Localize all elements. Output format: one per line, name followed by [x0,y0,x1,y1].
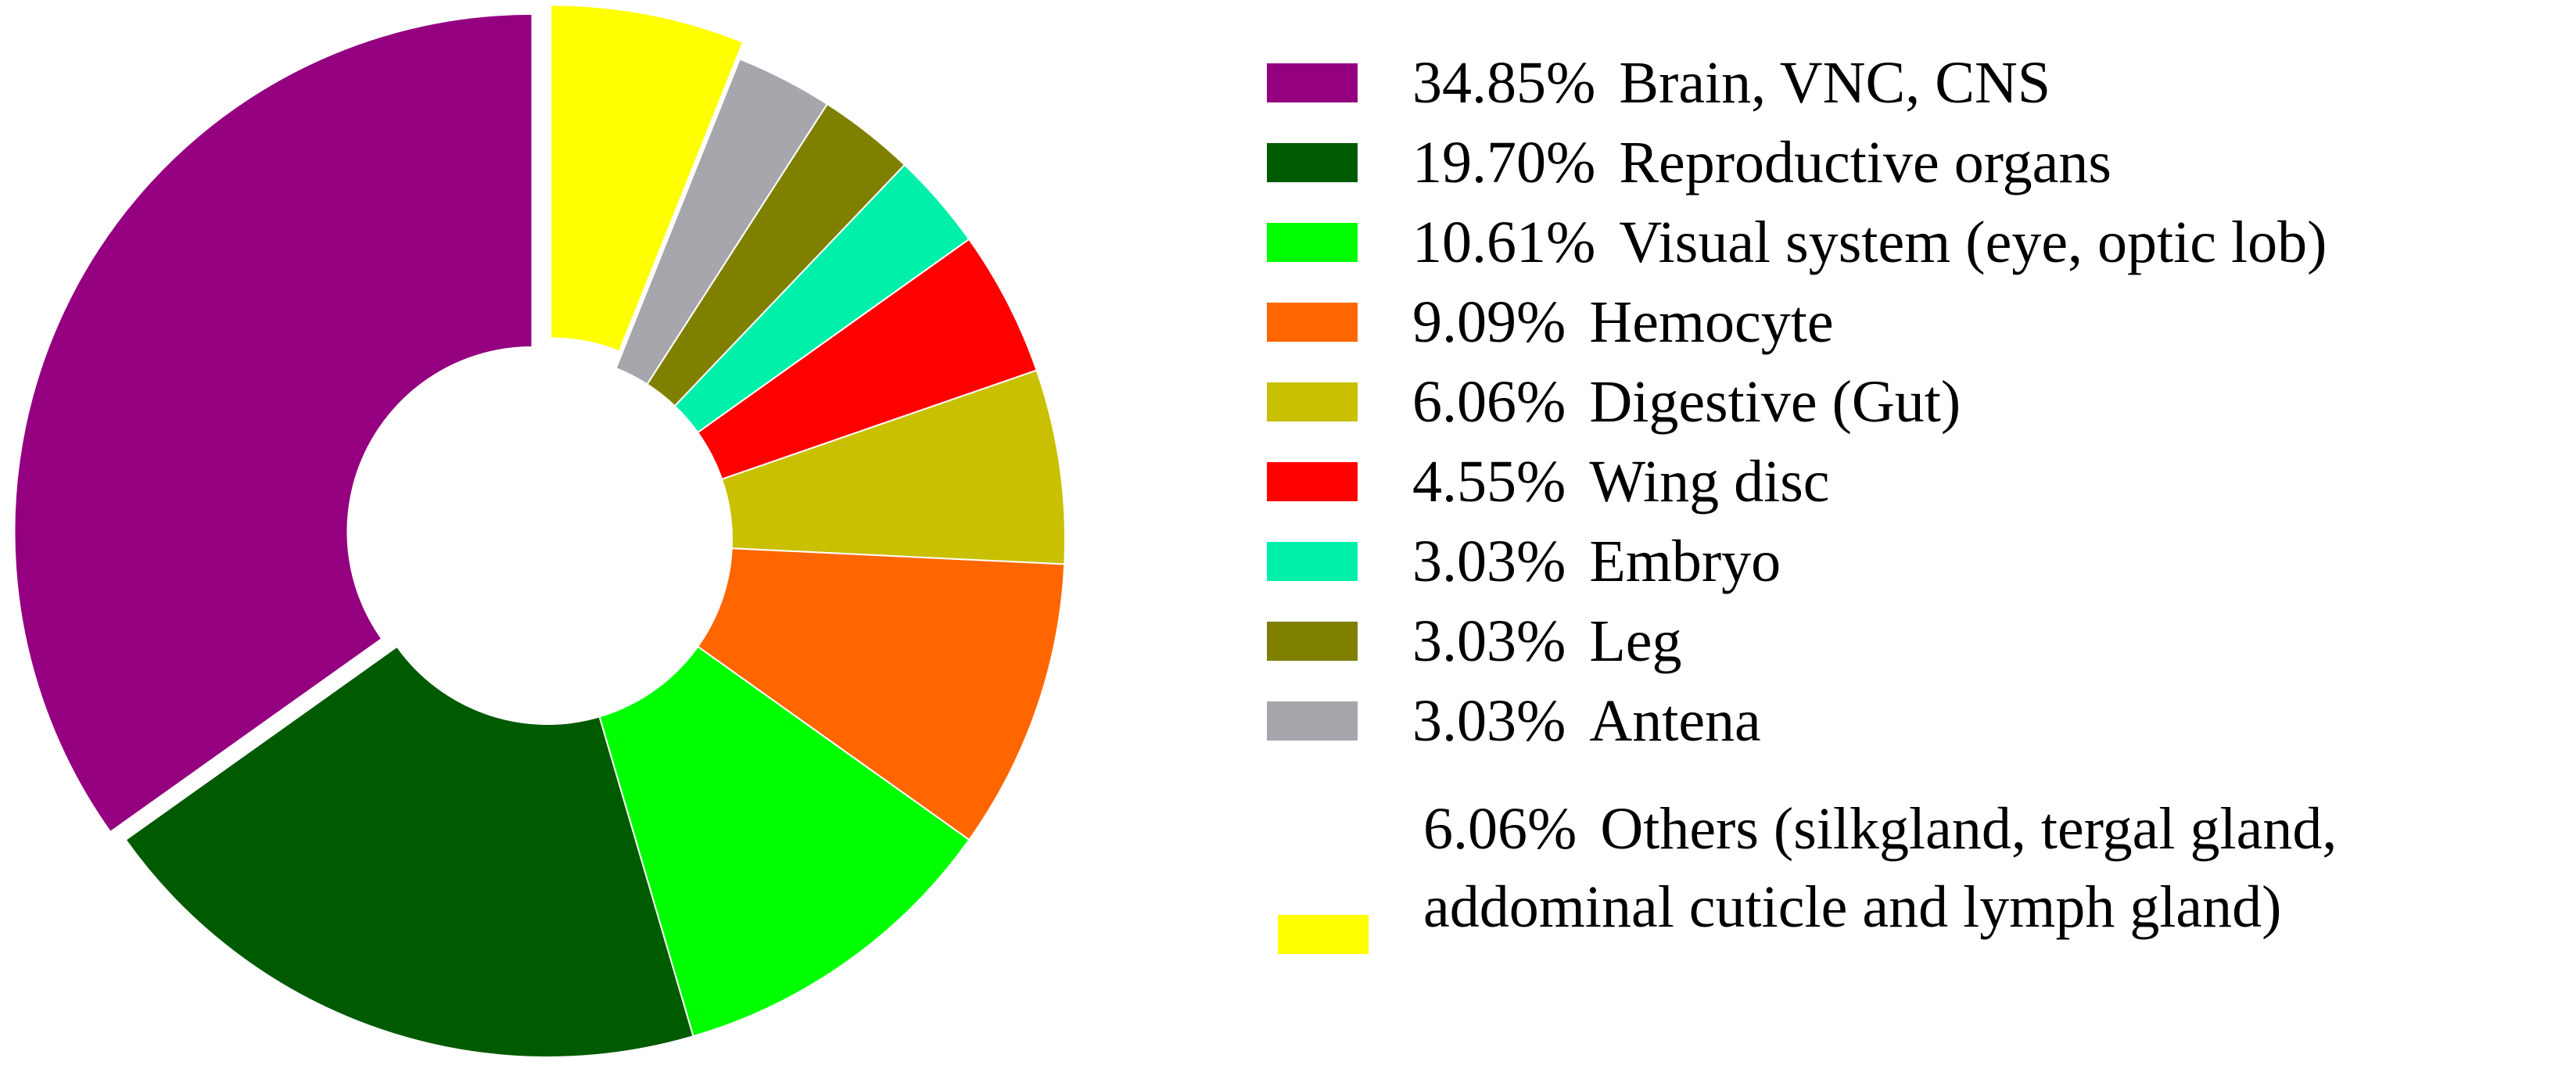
legend-text: Leg [1589,608,1682,674]
legend-swatch [1267,542,1358,581]
pie-slice [124,645,694,1058]
legend-text: Visual system (eye, optic lob) [1619,210,2327,275]
legend-label: 3.03% Embryo [1412,525,1781,597]
legend-percent: 3.03% [1412,608,1566,674]
legend-percent: 9.09% [1412,289,1566,355]
legend-item-visual: 10.61% Visual system (eye, optic lob) [1267,206,2327,278]
legend-swatch [1267,223,1358,262]
legend-label: 3.03% Antena [1412,685,1761,757]
legend-label: 3.03% Leg [1412,605,1681,677]
legend-label: 4.55% Wing disc [1412,446,1830,518]
legend-swatch [1267,462,1358,501]
legend-text: Reproductive organs [1619,130,2111,195]
legend-swatch [1267,143,1358,182]
legend-percent: 34.85% [1412,50,1596,116]
legend-text: Hemocyte [1589,289,1834,355]
legend-item-brain: 34.85% Brain, VNC, CNS [1267,47,2050,119]
pie-slice [696,547,1066,841]
legend-swatch [1267,303,1358,342]
legend-label: 9.09% Hemocyte [1412,286,1834,358]
legend-text: Brain, VNC, CNS [1619,50,2051,116]
legend-item-digestive: 6.06% Digestive (Gut) [1267,366,1961,438]
pie-slice [13,13,533,834]
legend-swatch [1267,622,1358,661]
legend-text: Embryo [1589,529,1781,594]
legend-swatch [1267,382,1358,421]
legend-item-hemocyte: 9.09% Hemocyte [1267,286,1834,358]
legend-item-reproductive: 19.70% Reproductive organs [1267,127,2111,199]
legend-percent: 6.06% [1423,796,1577,862]
legend-text: Antena [1589,688,1761,754]
legend-swatch [1267,701,1358,741]
legend-item-embryo: 3.03% Embryo [1267,525,1781,597]
legend-percent: 10.61% [1412,210,1596,275]
pie-slice [598,645,970,1038]
legend-text: Wing disc [1589,449,1830,515]
legend-swatch [1267,63,1358,102]
legend-label: 10.61% Visual system (eye, optic lob) [1412,206,2327,278]
legend-percent: 3.03% [1412,529,1566,594]
pie-slice [550,4,744,353]
legend-text: Digestive (Gut) [1589,369,1961,435]
legend-text: Others (silkgland, tergal gland, addomin… [1423,796,2337,940]
legend-item-antena: 3.03% Antena [1267,685,1761,757]
legend-label: 34.85% Brain, VNC, CNS [1412,47,2050,119]
legend-swatch [1278,915,1369,954]
legend-item-others: 6.06% Others (silkgland, tergal gland, ad… [1267,790,2565,1071]
legend-percent: 3.03% [1412,688,1566,754]
legend-label: 19.70% Reproductive organs [1412,127,2111,199]
legend-item-leg: 3.03% Leg [1267,605,1681,677]
legend-percent: 19.70% [1412,130,1596,195]
legend-label: 6.06% Others (silkgland, tergal gland, ad… [1423,790,2549,946]
legend-percent: 6.06% [1412,369,1566,435]
donut-plot [13,4,1066,1058]
legend-percent: 4.55% [1412,449,1566,515]
legend-label: 6.06% Digestive (Gut) [1412,366,1961,438]
legend-item-wing-disc: 4.55% Wing disc [1267,446,1830,518]
